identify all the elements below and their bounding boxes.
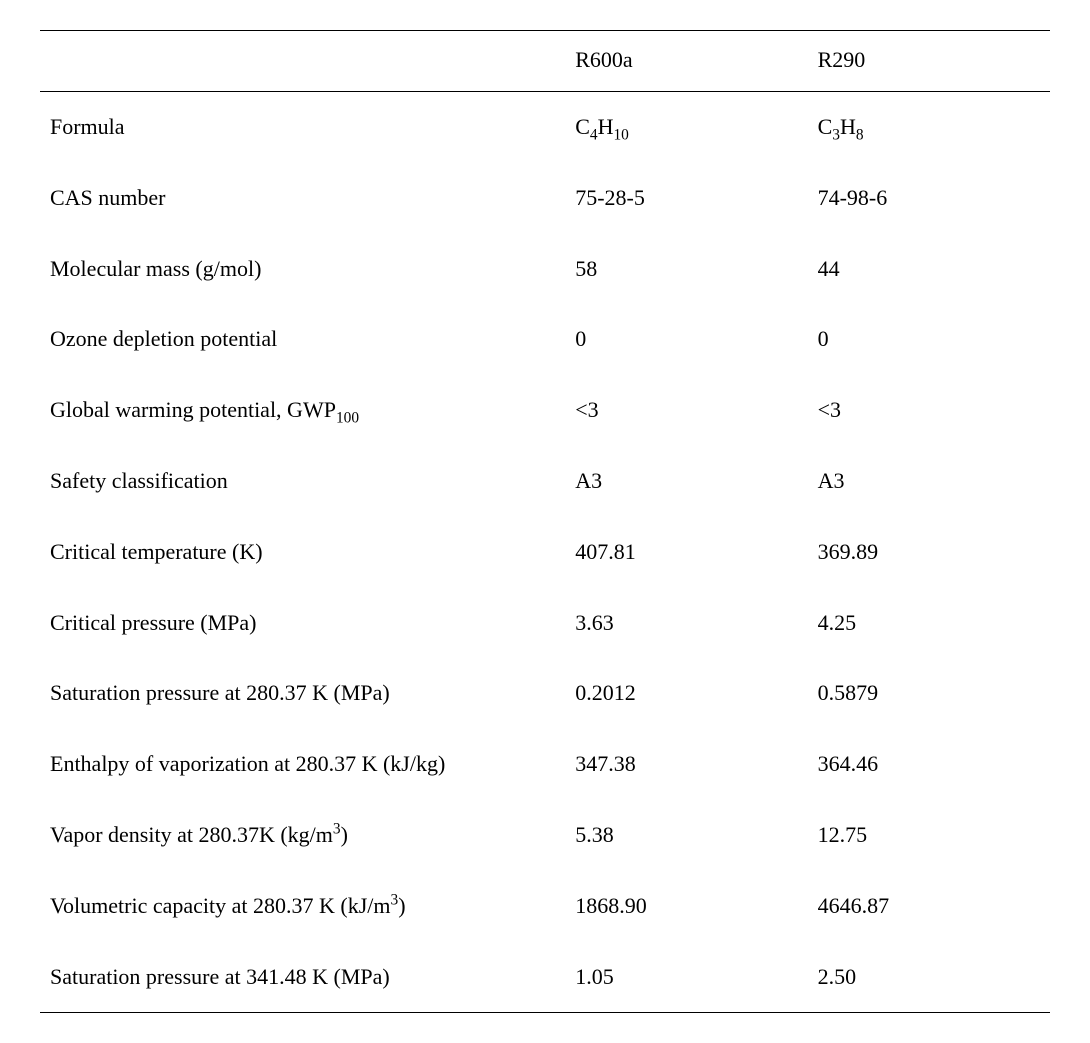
cell-r290: 12.75 [808,800,1050,871]
cell-property: Saturation pressure at 280.37 K (MPa) [40,658,565,729]
cell-property: CAS number [40,163,565,234]
cell-r600a: 347.38 [565,729,807,800]
cell-property: Enthalpy of vaporization at 280.37 K (kJ… [40,729,565,800]
cell-r600a: 1868.90 [565,871,807,942]
table-row: Global warming potential, GWP100<3<3 [40,375,1050,446]
cell-r600a: <3 [565,375,807,446]
cell-r600a: 75-28-5 [565,163,807,234]
cell-r290: A3 [808,446,1050,517]
table-row: Ozone depletion potential00 [40,304,1050,375]
cell-property: Volumetric capacity at 280.37 K (kJ/m3) [40,871,565,942]
cell-r290: <3 [808,375,1050,446]
cell-r600a: 58 [565,234,807,305]
cell-property: Molecular mass (g/mol) [40,234,565,305]
cell-r290: 2.50 [808,942,1050,1013]
table-row: FormulaC4H10C3H8 [40,92,1050,163]
table-row: Saturation pressure at 341.48 K (MPa)1.0… [40,942,1050,1013]
cell-r290: 4.25 [808,588,1050,659]
table-header-row: R600a R290 [40,31,1050,92]
refrigerant-properties-table: R600a R290 FormulaC4H10C3H8CAS number75-… [40,30,1050,1013]
cell-property: Critical temperature (K) [40,517,565,588]
table-row: Saturation pressure at 280.37 K (MPa)0.2… [40,658,1050,729]
col-header-r600a: R600a [565,31,807,92]
cell-r290: 74-98-6 [808,163,1050,234]
cell-r600a: 5.38 [565,800,807,871]
cell-property: Formula [40,92,565,163]
cell-r290: 44 [808,234,1050,305]
table-row: Critical temperature (K)407.81369.89 [40,517,1050,588]
table-row: Safety classificationA3A3 [40,446,1050,517]
cell-property: Vapor density at 280.37K (kg/m3) [40,800,565,871]
cell-r600a: 0 [565,304,807,375]
cell-r290: 364.46 [808,729,1050,800]
cell-r600a: 3.63 [565,588,807,659]
cell-r290: 0 [808,304,1050,375]
cell-property: Critical pressure (MPa) [40,588,565,659]
cell-r290: 4646.87 [808,871,1050,942]
cell-property: Global warming potential, GWP100 [40,375,565,446]
cell-r290: 369.89 [808,517,1050,588]
cell-r600a: C4H10 [565,92,807,163]
cell-property: Safety classification [40,446,565,517]
table-row: Vapor density at 280.37K (kg/m3)5.3812.7… [40,800,1050,871]
cell-property: Ozone depletion potential [40,304,565,375]
table-row: Critical pressure (MPa)3.634.25 [40,588,1050,659]
col-header-r290: R290 [808,31,1050,92]
table-body: FormulaC4H10C3H8CAS number75-28-574-98-6… [40,92,1050,1013]
table-row: Volumetric capacity at 280.37 K (kJ/m3)1… [40,871,1050,942]
cell-r290: 0.5879 [808,658,1050,729]
table-row: CAS number75-28-574-98-6 [40,163,1050,234]
cell-r600a: A3 [565,446,807,517]
cell-r290: C3H8 [808,92,1050,163]
cell-r600a: 0.2012 [565,658,807,729]
table-row: Molecular mass (g/mol)5844 [40,234,1050,305]
col-header-property [40,31,565,92]
cell-r600a: 407.81 [565,517,807,588]
cell-r600a: 1.05 [565,942,807,1013]
table-row: Enthalpy of vaporization at 280.37 K (kJ… [40,729,1050,800]
cell-property: Saturation pressure at 341.48 K (MPa) [40,942,565,1013]
